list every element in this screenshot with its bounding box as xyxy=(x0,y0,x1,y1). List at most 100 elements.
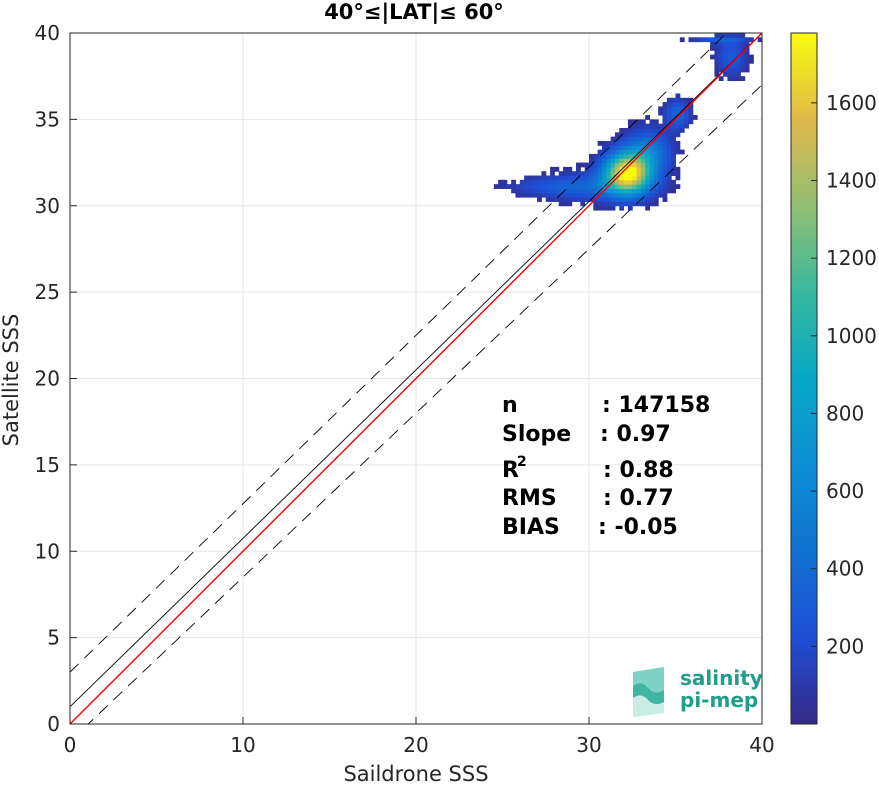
heatmap-cell xyxy=(645,115,651,120)
heatmap-cell xyxy=(731,37,737,43)
heatmap-cell xyxy=(606,149,612,155)
heatmap-cell xyxy=(679,106,685,112)
heatmap-cell xyxy=(714,63,720,69)
heatmap-cell xyxy=(675,166,681,172)
heatmap-cell xyxy=(736,67,741,73)
heatmap-cell xyxy=(718,58,724,64)
heatmap-cell xyxy=(545,184,551,189)
heatmap-cell xyxy=(619,162,625,168)
heatmap-cell xyxy=(632,184,638,189)
heatmap-cell xyxy=(684,102,689,107)
heatmap-cell xyxy=(610,171,616,177)
heatmap-cell xyxy=(662,166,668,172)
heatmap-cell xyxy=(658,140,664,146)
heatmap-cell xyxy=(610,184,616,189)
heatmap-cell xyxy=(632,128,638,133)
heatmap-cell xyxy=(653,166,659,172)
heatmap-cell xyxy=(632,179,638,185)
heatmap-cell xyxy=(662,140,668,146)
heatmap-cell xyxy=(606,140,612,146)
heatmap-cell xyxy=(593,166,599,172)
heatmap-cell xyxy=(653,140,659,146)
heatmap-cell xyxy=(619,145,625,151)
colorbar-tick-label: 400 xyxy=(826,557,864,581)
heatmap-cell xyxy=(576,188,581,194)
colorbar-tick-label: 200 xyxy=(826,634,864,658)
heatmap-cell xyxy=(710,37,715,43)
heatmap-cell xyxy=(528,179,534,185)
heatmap-cell xyxy=(627,128,633,133)
regression-line xyxy=(70,33,762,724)
heatmap-cell xyxy=(640,123,646,129)
heatmap-cell xyxy=(524,184,529,189)
heatmap-cell xyxy=(658,188,664,194)
heatmap-cell xyxy=(718,41,724,47)
heatmap-cell xyxy=(640,179,646,185)
heatmap-cell xyxy=(731,54,737,60)
heatmap-cell xyxy=(692,37,698,43)
heatmap-cell xyxy=(593,175,599,181)
heatmap-cell xyxy=(723,33,728,38)
heatmap-cell xyxy=(645,123,651,129)
heatmap-cell xyxy=(610,153,616,159)
heatmap-cell xyxy=(714,54,720,60)
heatmap-cell xyxy=(597,140,603,146)
heatmap-cell xyxy=(619,128,625,133)
heatmap-cell xyxy=(727,76,733,82)
heatmap-cell xyxy=(632,166,638,172)
heatmap-cell xyxy=(640,128,646,133)
heatmap-cell xyxy=(671,145,676,151)
heatmap-cell xyxy=(632,149,638,155)
heatmap-cell xyxy=(658,192,664,198)
heatmap-cell xyxy=(632,123,638,129)
heatmap-cell xyxy=(640,136,646,142)
heatmap-cell xyxy=(601,192,607,198)
heatmap-cell xyxy=(645,205,651,211)
heatmap-cell xyxy=(601,171,607,177)
heatmap-cell xyxy=(589,184,594,189)
heatmap-cell xyxy=(571,192,577,198)
heatmap-cell xyxy=(537,175,542,181)
y-tick-label: 0 xyxy=(47,712,60,736)
heatmap-cell xyxy=(658,136,664,142)
logo-line1: salinity xyxy=(680,666,763,690)
heatmap-cell xyxy=(666,119,672,125)
heatmap-cell xyxy=(537,179,542,185)
heatmap-cell xyxy=(744,37,750,43)
heatmap-cell xyxy=(636,201,642,207)
heatmap-cell xyxy=(684,123,689,129)
heatmap-cell xyxy=(666,106,672,112)
heatmap-cell xyxy=(723,54,728,60)
heatmap-cell xyxy=(731,50,737,56)
heatmap-cell xyxy=(640,197,646,202)
heatmap-cell xyxy=(610,205,616,211)
heatmap-cell xyxy=(563,166,568,172)
heatmap-cell xyxy=(619,184,625,189)
colorbar xyxy=(790,32,818,725)
heatmap-cell xyxy=(671,140,676,146)
heatmap-cell xyxy=(610,166,616,172)
heatmap-cell xyxy=(627,136,633,142)
heatmap-cell xyxy=(619,197,625,202)
heatmap-cell xyxy=(658,123,664,129)
heatmap-cell xyxy=(714,41,720,47)
heatmap-cell xyxy=(675,149,681,155)
heatmap-cell xyxy=(567,179,573,185)
heatmap-cell xyxy=(593,179,599,185)
heatmap-cell xyxy=(519,188,525,194)
heatmap-cell xyxy=(666,115,672,120)
heatmap-cell xyxy=(671,136,676,142)
heatmap-cell xyxy=(645,162,651,168)
heatmap-cell xyxy=(684,119,689,125)
heatmap-cell xyxy=(666,136,672,142)
heatmap-cell xyxy=(645,171,651,177)
heatmap-cell xyxy=(580,188,586,194)
heatmap-cell xyxy=(662,175,668,181)
heatmap-cell xyxy=(727,58,733,64)
heatmap-cell xyxy=(571,188,577,194)
heatmap-cell xyxy=(662,132,668,138)
heatmap-cell xyxy=(636,140,642,146)
heatmap-cell xyxy=(563,197,568,202)
heatmap-cell xyxy=(749,58,754,64)
heatmap-cell xyxy=(649,192,655,198)
